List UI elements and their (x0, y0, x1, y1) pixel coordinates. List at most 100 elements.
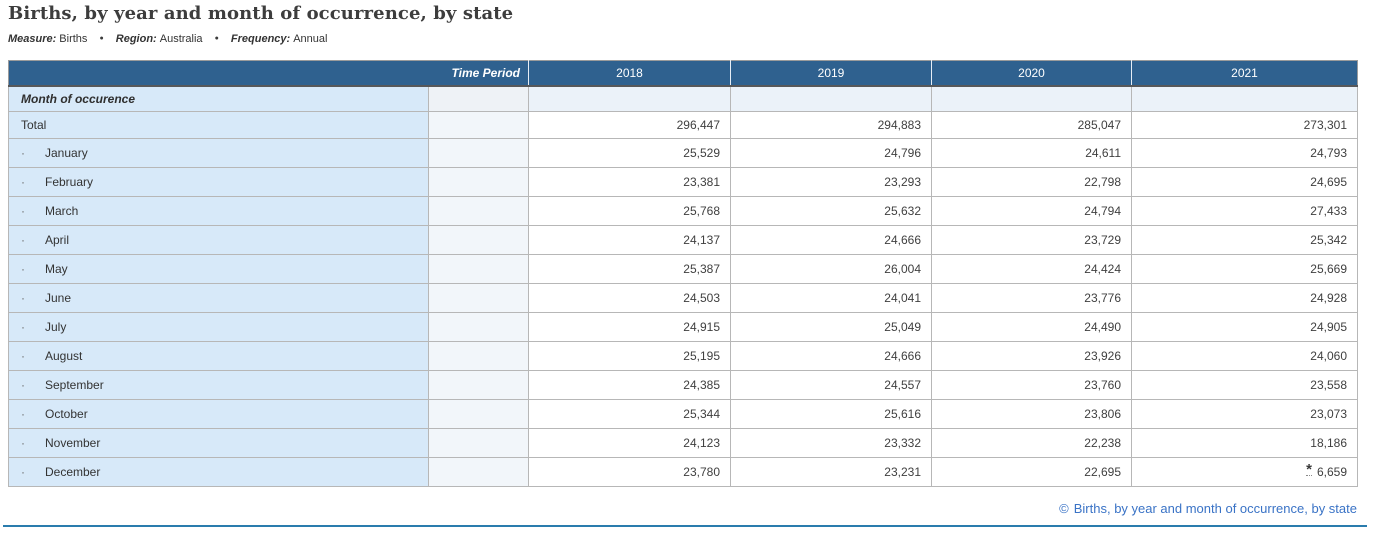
cell-value-text: 22,798 (1084, 175, 1121, 189)
tree-indent-dot-icon: · (21, 262, 25, 276)
cell-value-text: 6,659 (1316, 465, 1347, 479)
time-period-cell-may (428, 254, 529, 284)
footnote-asterisk-icon[interactable]: * (1306, 461, 1312, 478)
value-cell-total-2018: 296,447 (528, 111, 731, 139)
value-cell-august-2021: 24,060 (1131, 341, 1358, 371)
value-cell-january-2021: 24,793 (1131, 138, 1358, 168)
row-label-march: · March (8, 196, 429, 226)
cell-value-text: 24,794 (1084, 204, 1121, 218)
value-cell-january-2018: 25,529 (528, 138, 731, 168)
value-cell-total-2020: 285,047 (931, 111, 1132, 139)
cell-value-text: 27,433 (1310, 204, 1347, 218)
cell-value-text: 25,529 (683, 146, 720, 160)
cell-value-text: 273,301 (1303, 118, 1347, 132)
row-label-text: July (45, 320, 67, 334)
value-cell-july-2018: 24,915 (528, 312, 731, 342)
cell-value-text: 24,793 (1310, 146, 1347, 160)
value-cell-march-2020: 24,794 (931, 196, 1132, 226)
value-cell-september-2020: 23,760 (931, 370, 1132, 400)
cell-value-text: 25,344 (683, 407, 720, 421)
tree-indent-dot-icon: · (21, 465, 25, 479)
cell-value-text: 22,695 (1084, 465, 1121, 479)
value-cell-february-2021: 24,695 (1131, 167, 1358, 197)
value-cell-february-2018: 23,381 (528, 167, 731, 197)
value-cell-march-2018: 25,768 (528, 196, 731, 226)
value-cell-june-2019: 24,041 (730, 283, 932, 313)
cell-value-text: 23,073 (1310, 407, 1347, 421)
time-period-cell-february (428, 167, 529, 197)
cell-value-text: 23,760 (1084, 378, 1121, 392)
row-label-text: June (45, 291, 72, 305)
table-row-total: Total 296,447 294,883 285,047 273,301 (8, 111, 1358, 139)
time-period-cell-total (428, 111, 529, 139)
cell-value-text: 25,049 (884, 320, 921, 334)
cell-value-text: 24,905 (1310, 320, 1347, 334)
col-header-year-2020: 2020 (931, 60, 1132, 87)
table-row-september: · September 24,385 24,557 23,760 23,558 (8, 370, 1358, 400)
cell-value-text: 24,666 (884, 349, 921, 363)
value-cell-december-2018: 23,780 (528, 457, 731, 487)
value-cell-january-2020: 24,611 (931, 138, 1132, 168)
cell-value-text: 23,293 (884, 175, 921, 189)
value-cell-august-2018: 25,195 (528, 341, 731, 371)
row-label-april: · April (8, 225, 429, 255)
row-label-text: September (45, 378, 104, 392)
cell-value-text: 24,695 (1310, 175, 1347, 189)
section-empty-cell-2019 (730, 85, 932, 112)
table-row-january: · January 25,529 24,796 24,611 24,793 (8, 138, 1358, 168)
time-period-cell-november (428, 428, 529, 458)
source-link[interactable]: Births, by year and month of occurrence,… (1073, 501, 1357, 516)
value-cell-july-2021: 24,905 (1131, 312, 1358, 342)
cell-value-text: 23,332 (884, 436, 921, 450)
cell-value-text: 24,041 (884, 291, 921, 305)
cell-value-text: 24,490 (1084, 320, 1121, 334)
row-label-september: · September (8, 370, 429, 400)
cell-value-text: 24,385 (683, 378, 720, 392)
value-cell-december-2020: 22,695 (931, 457, 1132, 487)
row-label-text: February (45, 175, 94, 189)
tree-indent-dot-icon: · (21, 291, 25, 305)
row-label-text: November (45, 436, 101, 450)
tree-indent-dot-icon: · (21, 407, 25, 421)
time-period-cell-january (428, 138, 529, 168)
cell-value-text: 26,004 (884, 262, 921, 276)
table-row-november: · November 24,123 23,332 22,238 18,186 (8, 428, 1358, 458)
time-period-cell-april (428, 225, 529, 255)
row-label-november: · November (8, 428, 429, 458)
cell-value-text: 24,123 (683, 436, 720, 450)
time-period-cell-october (428, 399, 529, 429)
value-cell-total-2019: 294,883 (730, 111, 932, 139)
table-row-june: · June 24,503 24,041 23,776 24,928 (8, 283, 1358, 313)
table-row-december: · December 23,780 23,231 22,695 * 6,659 (8, 457, 1358, 487)
cell-value-text: 24,557 (884, 378, 921, 392)
cell-value-text: 24,796 (884, 146, 921, 160)
bottom-divider (3, 525, 1367, 527)
value-cell-november-2018: 24,123 (528, 428, 731, 458)
cell-value-text: 25,342 (1310, 233, 1347, 247)
value-cell-january-2019: 24,796 (730, 138, 932, 168)
col-header-time-period: Time Period (8, 60, 529, 87)
value-cell-october-2021: 23,073 (1131, 399, 1358, 429)
value-cell-august-2019: 24,666 (730, 341, 932, 371)
cell-value-text: 23,381 (683, 175, 720, 189)
cell-value-text: 24,060 (1310, 349, 1347, 363)
table-row-may: · May 25,387 26,004 24,424 25,669 (8, 254, 1358, 284)
meta-frequency: Frequency: Annual (230, 33, 328, 45)
row-label-text: October (45, 407, 88, 421)
cell-value-text: 23,558 (1310, 378, 1347, 392)
cell-value-text: 285,047 (1077, 118, 1121, 132)
value-cell-december-2021: * 6,659 (1131, 457, 1358, 487)
row-label-december: · December (8, 457, 429, 487)
value-cell-april-2021: 25,342 (1131, 225, 1358, 255)
cell-value-text: 25,195 (683, 349, 720, 363)
row-label-text: Total (21, 118, 47, 132)
tree-indent-dot-icon: · (21, 175, 25, 189)
cell-value-text: 24,915 (683, 320, 720, 334)
cell-value-text: 23,926 (1084, 349, 1121, 363)
cell-value-text: 25,669 (1310, 262, 1347, 276)
cell-value-text: 23,776 (1084, 291, 1121, 305)
births-table: Time Period 2018 2019 2020 2021 Month of oc… (8, 60, 1358, 487)
table-row-april: · April 24,137 24,666 23,729 25,342 (8, 225, 1358, 255)
cell-value-text: 25,768 (683, 204, 720, 218)
table-header-row: Time Period 2018 2019 2020 2021 (8, 60, 1358, 87)
